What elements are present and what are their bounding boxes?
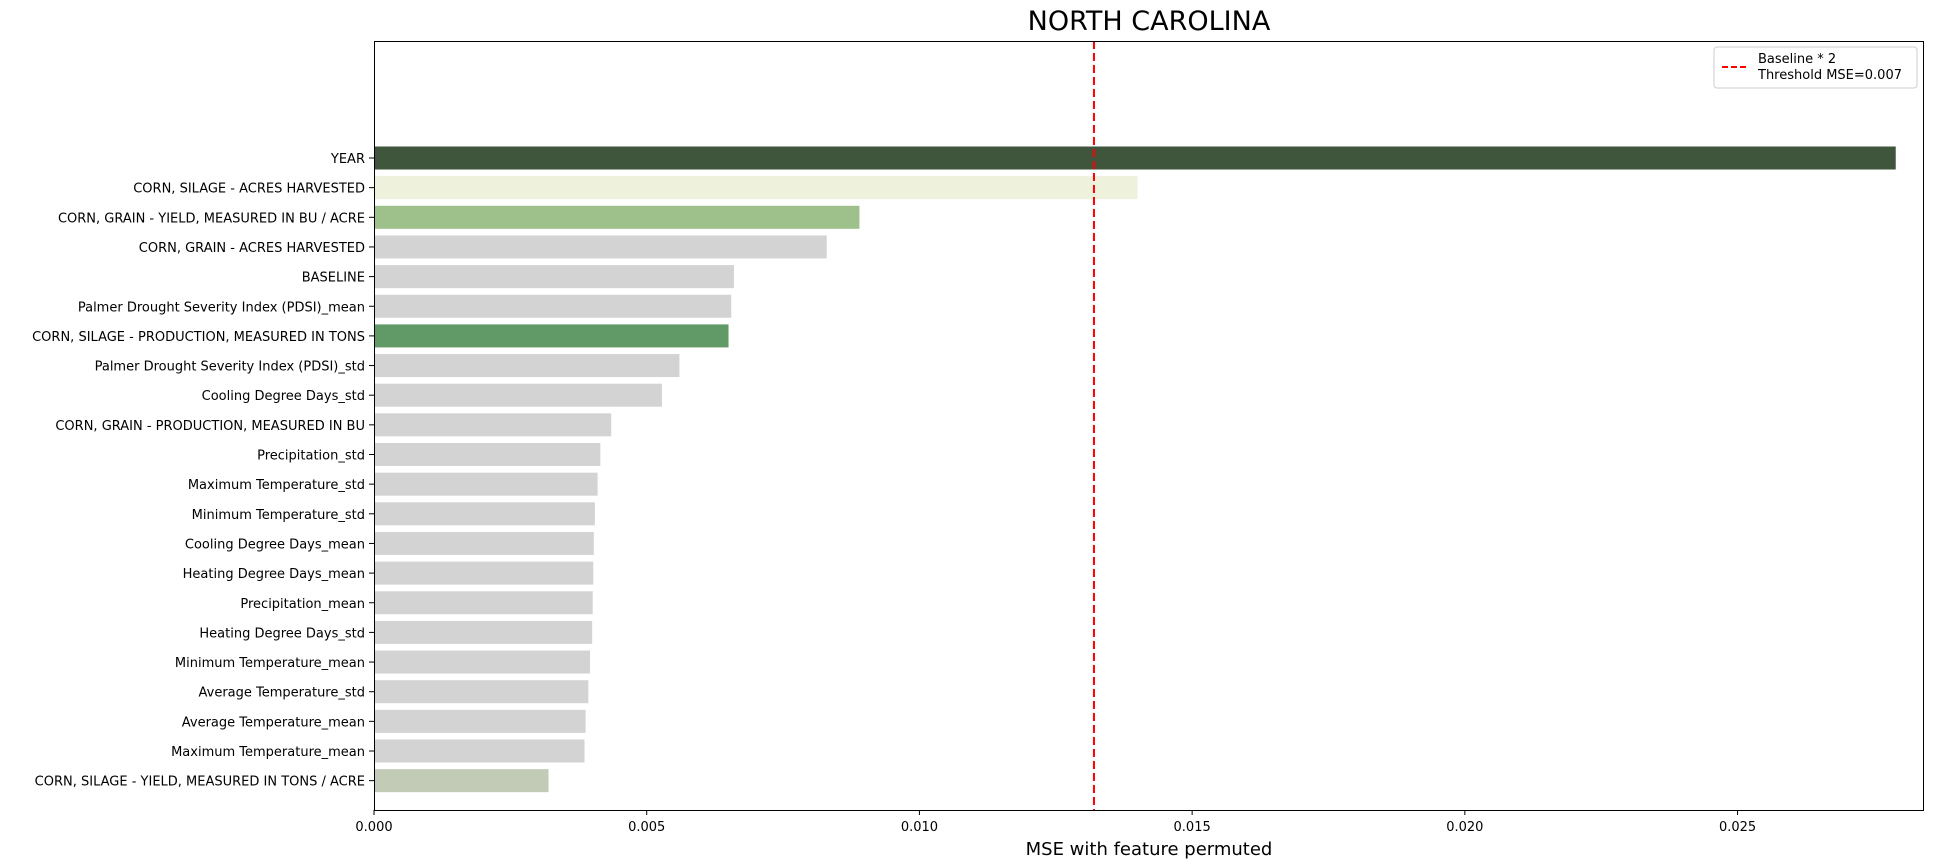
category-label: Minimum Temperature_std [192,508,365,523]
x-tick-label: 0.020 [1446,820,1483,835]
bar [374,176,1138,200]
legend-box [1713,46,1918,89]
category-label: YEAR [330,152,365,167]
x-tick-label: 0.000 [355,820,392,835]
bar [374,769,549,793]
bar [374,354,680,378]
bar [374,709,586,733]
category-label: BASELINE [302,271,365,286]
category-label: Maximum Temperature_mean [171,745,365,760]
x-tick-label: 0.025 [1719,820,1756,835]
bar [374,591,593,615]
bar [374,383,662,407]
x-tick-label: 0.005 [628,820,665,835]
category-label: CORN, GRAIN - PRODUCTION, MEASURED IN BU [55,419,365,434]
x-axis-label: MSE with feature permuted [1026,839,1273,860]
x-ticks-group: 0.000 0.005 0.010 0.015 0.020 0.025 [355,810,1756,835]
bar [374,502,595,526]
category-label: Cooling Degree Days_mean [185,537,365,552]
bar [374,413,612,437]
legend: Baseline * 2 Threshold MSE=0.007 [1713,46,1918,89]
category-label: Maximum Temperature_std [188,478,365,493]
x-tick-label: 0.010 [901,820,938,835]
bar [374,650,590,674]
category-label: CORN, GRAIN - YIELD, MEASURED IN BU / AC… [58,211,365,226]
bar [374,235,827,259]
bar [374,205,860,229]
category-label: CORN, SILAGE - YIELD, MEASURED IN TONS /… [35,775,365,790]
category-label: Cooling Degree Days_std [202,389,365,404]
bar [374,620,593,644]
x-tick-label: 0.015 [1174,820,1211,835]
legend-label-line1: Baseline * 2 [1758,52,1836,67]
category-label: Average Temperature_mean [182,715,365,730]
chart-title: NORTH CAROLINA [1028,6,1271,37]
bar [374,472,598,496]
category-label: Precipitation_mean [240,597,365,612]
bar [374,561,594,585]
category-label: Average Temperature_std [199,686,366,701]
category-label: Precipitation_std [257,449,365,464]
category-label: CORN, GRAIN - ACRES HARVESTED [139,241,365,256]
bar [374,294,732,318]
bar [374,680,589,704]
bar [374,146,1896,170]
category-label: Palmer Drought Severity Index (PDSI)_mea… [78,300,365,315]
category-label: Heating Degree Days_std [199,626,365,641]
category-label: Palmer Drought Severity Index (PDSI)_std [95,360,365,375]
category-label: CORN, SILAGE - ACRES HARVESTED [133,182,365,197]
bar [374,739,585,763]
plot-frame [374,41,1924,811]
category-label: CORN, SILAGE - PRODUCTION, MEASURED IN T… [32,330,365,345]
bar [374,265,734,289]
bar [374,443,601,466]
category-labels-group: YEAR CORN, SILAGE - ACRES HARVESTED CORN, … [32,152,374,790]
bar [374,531,594,555]
category-label: Minimum Temperature_mean [175,656,365,671]
category-label: Heating Degree Days_mean [183,567,365,582]
bars-group [374,146,1896,793]
legend-label-line2: Threshold MSE=0.007 [1757,68,1902,83]
bar [374,324,729,348]
